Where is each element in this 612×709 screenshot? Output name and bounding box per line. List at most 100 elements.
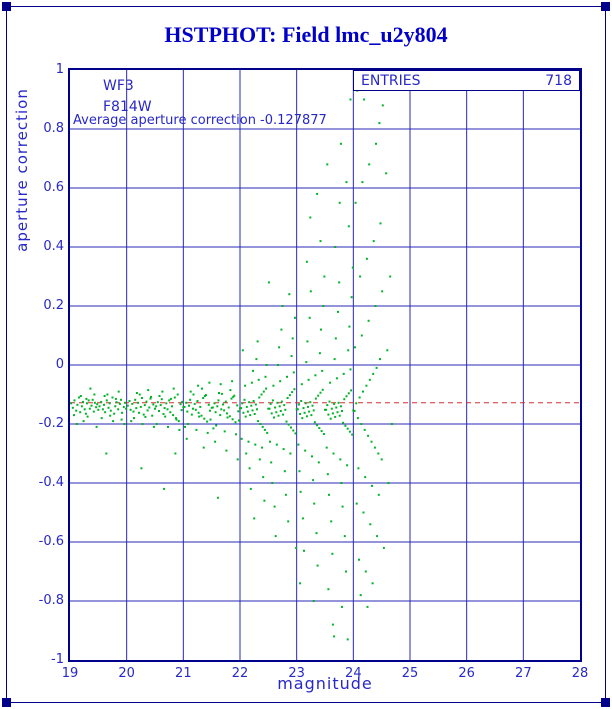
scatter-point [345, 181, 348, 184]
scatter-point [107, 406, 110, 409]
scatter-point [274, 406, 277, 409]
scatter-point [337, 401, 340, 404]
scatter-point [135, 407, 138, 410]
scatter-point [180, 409, 183, 412]
scatter-point [365, 257, 368, 260]
scatter-point [362, 511, 365, 514]
scatter-point [257, 378, 260, 381]
scatter-point [220, 392, 223, 395]
x-tick-label: 27 [515, 666, 532, 681]
scatter-point [280, 400, 283, 403]
scatter-point [193, 402, 196, 405]
scatter-point [287, 520, 290, 523]
scatter-point [121, 411, 124, 414]
scatter-point [206, 431, 209, 434]
scatter-point [330, 407, 333, 410]
scatter-point [195, 428, 198, 431]
x-axis-label: magnitude [277, 674, 373, 693]
scatter-point [222, 403, 224, 406]
scatter-point [202, 397, 205, 399]
scatter-point [348, 430, 351, 433]
scatter-point [327, 413, 330, 416]
scatter-point [343, 535, 346, 538]
scatter-point [376, 535, 379, 538]
scatter-point [284, 493, 287, 496]
scatter-point [259, 423, 262, 425]
scatter-point [368, 378, 371, 381]
scatter-point [291, 337, 294, 340]
scatter-point [267, 281, 270, 284]
scatter-point [184, 425, 186, 428]
scatter-point [104, 411, 107, 414]
scatter-point [158, 410, 160, 412]
scatter-point [305, 260, 308, 263]
scatter-point [285, 420, 288, 423]
scatter-point [344, 424, 347, 427]
scatter-point [304, 449, 307, 452]
scatter-point [169, 411, 172, 414]
scatter-point [246, 410, 249, 413]
scatter-point [93, 393, 96, 396]
scatter-point [301, 417, 304, 420]
scatter-point [271, 482, 274, 484]
scatter-point [185, 401, 188, 404]
scatter-point [189, 390, 192, 393]
scatter-point [326, 404, 329, 407]
scatter-point [330, 520, 333, 523]
scatter-point [270, 412, 273, 415]
scatter-point [213, 402, 216, 405]
detector-label: WF3 [103, 78, 134, 94]
scatter-point [332, 452, 335, 455]
scatter-point [243, 398, 246, 401]
scatter-point [275, 411, 278, 414]
scatter-point [161, 390, 164, 393]
scatter-point [86, 415, 89, 418]
scatter-point [115, 401, 118, 404]
scatter-point [111, 396, 114, 399]
scatter-point [82, 420, 85, 423]
scatter-point [71, 406, 74, 409]
scatter-point [325, 446, 328, 449]
scatter-point [206, 420, 209, 423]
scatter-point [310, 414, 313, 417]
scatter-point [235, 433, 237, 436]
scatter-point [198, 415, 201, 418]
entries-stat-box: ENTRIES 718 [353, 70, 580, 91]
scatter-point [311, 455, 313, 458]
scatter-point [336, 411, 339, 414]
scatter-point [308, 410, 311, 413]
scatter-point [262, 390, 265, 393]
scatter-point [368, 163, 371, 166]
scatter-point [291, 391, 294, 394]
scatter-point [321, 388, 324, 391]
scatter-point [338, 414, 341, 417]
scatter-point [290, 426, 292, 429]
scatter-point [372, 372, 375, 375]
scatter-point [334, 246, 337, 248]
scatter-point [203, 417, 206, 420]
scatter-point [73, 414, 75, 417]
scatter-point [329, 417, 332, 420]
scatter-point [299, 490, 302, 493]
scatter-point [347, 392, 350, 395]
scatter-point [328, 493, 330, 496]
scatter-point [377, 452, 380, 455]
scatter-point [188, 404, 190, 407]
scatter-point [354, 201, 357, 204]
y-tick-label: 0 [55, 357, 64, 372]
entries-label: ENTRIES [361, 72, 421, 89]
scatter-point [216, 496, 219, 499]
scatter-point [172, 414, 175, 417]
scatter-point [322, 433, 325, 435]
scatter-point [342, 372, 345, 375]
scatter-point [126, 404, 129, 407]
scatter-point [149, 397, 152, 400]
chart-title: HSTPHOT: Field lmc_u2y804 [164, 22, 448, 47]
scatter-point [374, 305, 377, 307]
scatter-point [294, 432, 297, 435]
scatter-point [229, 389, 232, 392]
scatter-point [325, 408, 328, 411]
scatter-point [347, 349, 350, 352]
corner-marker [2, 698, 11, 707]
scatter-point [296, 408, 299, 411]
